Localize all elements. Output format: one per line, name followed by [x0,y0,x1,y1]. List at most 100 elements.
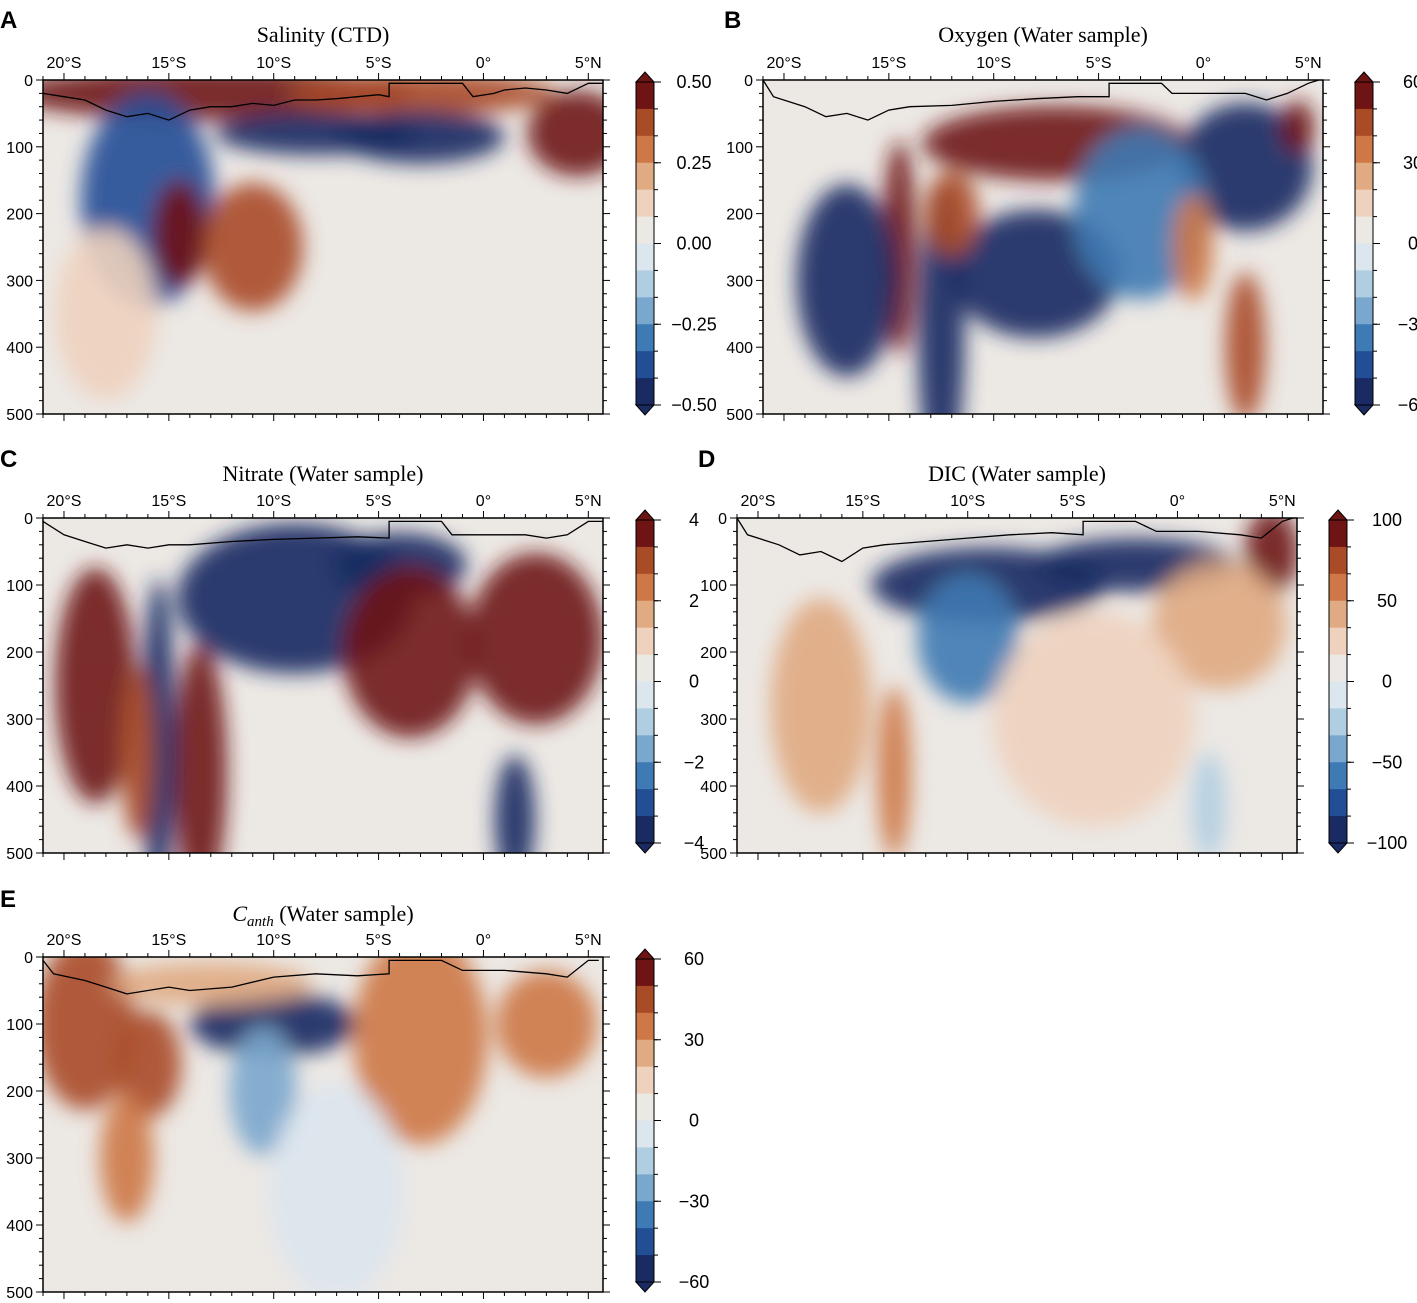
panel-e: E Canth (Water sample) 20°S 15°S 10°S 5°S 0° 5°… [0,886,709,1302]
mixed-layer-line [42,520,603,549]
x-tick-label: 5°S [1086,55,1112,72]
colorbar-segment [636,216,654,244]
y-tick-label: 100 [6,1017,33,1034]
panel-letter-a: A [0,7,17,34]
colorbar-segment [1355,82,1373,110]
colorbar-max-arrow [634,509,656,521]
colorbar-segment [1329,520,1347,548]
x-tick-label: 0° [476,55,491,72]
x-tick-label: 0° [1196,55,1211,72]
colorbar-segment [636,162,654,191]
heatmap-anomaly [917,574,1019,703]
mixed-layer-line [42,959,599,995]
panel-title: Oxygen (Water sample) [938,22,1148,47]
colorbar-segment [636,1201,654,1229]
colorbar-segment [636,135,654,164]
colorbar-segment [1329,735,1347,763]
heatmap-anomaly [1172,193,1214,301]
panel-title: Nitrate (Water sample) [222,461,423,486]
mixed-layer-line [736,517,1294,563]
colorbar-label: 100 [1372,510,1402,530]
y-tick-label: 100 [700,578,727,595]
y-tick-label: 0 [744,73,753,90]
y-tick-label: 300 [700,712,727,729]
x-tick-label: 15°S [151,55,186,72]
colorbar-label: 60 [684,949,704,969]
colorbar-segment [636,520,654,548]
colorbar-segment [636,1066,654,1095]
colorbar-max-arrow [1327,509,1349,521]
colorbar-segment [636,1174,654,1202]
y-tick-label: 200 [6,1084,33,1101]
colorbar: 60 30 0 −30 −60 [634,948,710,1293]
colorbar-label: 0.00 [676,234,711,254]
plot-frame [736,517,1298,854]
y-tick-label: 200 [726,207,753,224]
y-tick-label: 400 [726,340,753,357]
panel-letter-b: B [724,7,741,34]
y-tick-label: 100 [6,140,33,157]
colorbar-segment [636,1012,654,1041]
x-tick-label: 20°S [47,932,82,949]
colorbar-min-arrow [1327,842,1349,854]
heatmap-anomaly [1225,272,1266,414]
heatmap-anomaly [152,180,207,288]
colorbar-segment [1329,762,1347,790]
heatmap-anomaly [173,643,228,853]
heatmap-anomaly [110,962,312,1006]
colorbar-segment [636,378,654,406]
x-tick-label: 20°S [47,493,82,510]
plot-frame [42,517,604,854]
colorbar-label: −0.25 [671,314,717,334]
colorbar-label: −30 [679,1191,710,1211]
heatmap-anomaly [796,184,898,377]
colorbar-segment [636,1039,654,1068]
colorbar-max-arrow [1353,71,1375,83]
y-tick-label: 400 [6,779,33,796]
colorbar-segment [1355,108,1373,137]
colorbar-label: 60 [1403,72,1417,92]
heatmap-anomaly [229,1026,297,1156]
colorbar-segment [1329,573,1347,602]
panel-letter-c: C [0,446,17,473]
x-tick-label: 20°S [767,55,802,72]
y-tick-label: 300 [6,1151,33,1168]
heatmap-anomaly [269,1084,404,1292]
y-tick-label: 400 [700,779,727,796]
heatmap-anomaly [527,90,603,177]
heatmap-anomaly [55,228,157,400]
colorbar-label: 50 [1377,591,1397,611]
colorbar-segment [1355,243,1373,271]
x-tick-label: 0° [476,493,491,510]
colorbar-segment [636,985,654,1014]
colorbar-segment [636,762,654,790]
colorbar-max-arrow [634,71,656,83]
colorbar-segment [1355,297,1373,325]
y-tick-label: 0 [24,950,33,967]
heatmap-anomaly [877,686,912,853]
colorbar-label: −4 [684,833,705,853]
colorbar-min-arrow [634,842,656,854]
colorbar-label: 4 [689,510,699,530]
colorbar: 0.50 0.25 0.00 −0.25 −0.50 [634,71,717,416]
colorbar-segment [1329,627,1347,656]
y-tick-label: 200 [700,645,727,662]
heatmap-anomaly [353,957,488,1145]
x-tick-label: 5°N [1269,493,1296,510]
colorbar-segment [1329,546,1347,575]
colorbar-label: 0 [689,1111,699,1131]
x-tick-label: 15°S [151,493,186,510]
y-tick-label: 500 [726,407,753,424]
y-tick-label: 0 [24,73,33,90]
x-tick-label: 10°S [256,55,291,72]
colorbar-segment [1355,324,1373,352]
mixed-layer-line [42,82,603,121]
y-tick-label: 300 [6,712,33,729]
heatmap-anomaly [189,991,358,1057]
heatmap-anomaly [1152,560,1287,690]
colorbar-segment [636,1255,654,1283]
colorbar-segment [636,735,654,763]
colorbar-segment [636,959,654,987]
heatmap-anomaly [924,170,979,257]
heatmap-field [763,80,1323,414]
